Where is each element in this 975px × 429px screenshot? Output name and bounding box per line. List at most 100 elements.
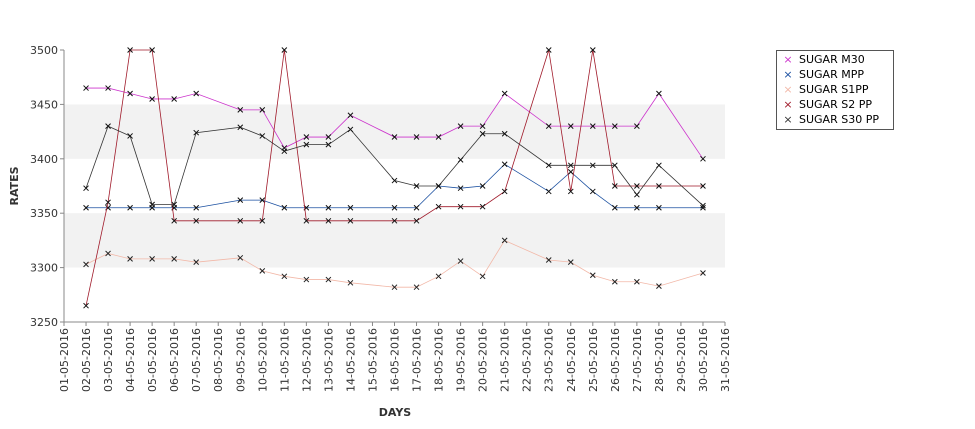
data-point-marker [347,112,354,119]
data-point-marker [105,250,111,257]
data-point-marker [501,161,508,168]
legend-marker-icon: × [783,68,793,81]
data-point-marker [171,201,178,208]
data-point-marker [567,259,574,266]
series-layer [83,47,706,309]
data-point-marker [325,276,332,283]
data-point-marker [193,90,200,97]
data-point-marker [656,162,662,169]
data-point-marker [237,254,244,261]
data-point-marker [413,134,420,140]
x-tick-label: 10-05-2016 [256,328,269,392]
data-point-marker [700,155,706,162]
data-point-marker [700,204,706,211]
y-tick-label: 3400 [30,153,58,166]
data-point-marker [479,130,486,137]
data-point-marker [281,47,288,53]
data-point-marker [171,217,178,224]
data-point-marker [237,197,244,203]
x-tick-label: 15-05-2016 [366,328,379,392]
data-point-marker [325,141,332,148]
x-tick-label: 06-05-2016 [168,328,181,392]
data-point-marker [457,203,464,210]
data-point-marker [83,204,89,211]
data-point-marker [457,157,464,163]
data-point-marker [259,197,266,203]
x-tick-label: 04-05-2016 [124,328,137,392]
legend: × SUGAR M30 × SUGAR MPP × SUGAR S1PP × SUGAR S2… [776,50,894,130]
x-tick-label: 01-05-2016 [58,328,71,392]
data-point-marker [259,217,266,224]
data-point-marker [127,133,133,139]
legend-item: × SUGAR MPP [777,67,893,82]
data-point-marker [567,123,574,130]
x-tick-label: 26-05-2016 [609,328,622,392]
data-point-marker [611,278,618,285]
y-tick-label: 3500 [30,44,58,57]
data-point-marker [391,134,398,140]
series-line [86,163,703,209]
data-point-marker [611,123,618,130]
legend-marker-icon: × [783,113,793,126]
data-point-marker [391,177,398,184]
data-point-marker [193,217,200,224]
data-point-marker [171,256,178,262]
legend-item: × SUGAR M30 [777,52,893,67]
series-sugar-mpp [83,161,706,211]
x-tick-label: 20-05-2016 [477,328,490,392]
data-point-marker [413,204,420,211]
data-point-marker [193,204,200,211]
legend-item: × SUGAR S30 PP [777,112,893,127]
data-point-marker [259,268,266,274]
data-point-marker [589,188,596,195]
data-point-marker [413,217,420,224]
data-point-marker [127,204,133,211]
data-point-marker [479,123,486,130]
x-tick-label: 24-05-2016 [565,328,578,392]
x-tick-label: 23-05-2016 [543,328,556,392]
legend-label: SUGAR MPP [799,68,864,81]
data-point-marker [281,204,288,211]
data-point-marker [501,130,508,137]
data-point-marker [347,126,354,133]
data-point-marker [105,199,111,206]
data-point-marker [567,188,574,195]
data-point-marker [347,279,354,286]
series-sugar-m30 [83,85,706,162]
series-sugar-s1pp [83,237,706,291]
x-tick-label: 11-05-2016 [278,328,291,392]
data-point-marker [435,273,442,280]
data-point-marker [303,141,310,148]
data-point-marker [171,96,178,102]
data-point-marker [303,134,310,140]
y-axis-title: RATES [8,166,21,205]
data-point-marker [457,123,464,130]
x-tick-label: 31-05-2016 [719,328,732,392]
legend-marker-icon: × [783,83,793,96]
data-point-marker [259,106,266,113]
data-point-marker [83,85,89,91]
data-point-marker [634,191,640,198]
x-tick-label: 09-05-2016 [234,328,247,392]
data-point-marker [149,47,155,53]
y-tick-label: 3350 [30,207,58,220]
data-point-marker [656,283,662,289]
series-sugar-s2-pp [83,47,706,309]
series-sugar-s30-pp [83,123,706,209]
data-point-marker [325,204,332,211]
data-point-marker [105,85,111,91]
legend-label: SUGAR S30 PP [799,113,879,126]
data-point-marker [281,148,288,155]
legend-label: SUGAR M30 [799,53,865,66]
grid-band [64,104,725,159]
data-point-marker [127,256,133,262]
data-point-marker [127,47,133,53]
x-tick-label: 22-05-2016 [521,328,534,392]
data-point-marker [237,106,244,113]
data-point-marker [611,162,618,169]
x-tick-label: 28-05-2016 [653,328,666,392]
data-point-marker [303,276,310,283]
data-point-marker [237,217,244,224]
data-point-marker [325,134,332,140]
